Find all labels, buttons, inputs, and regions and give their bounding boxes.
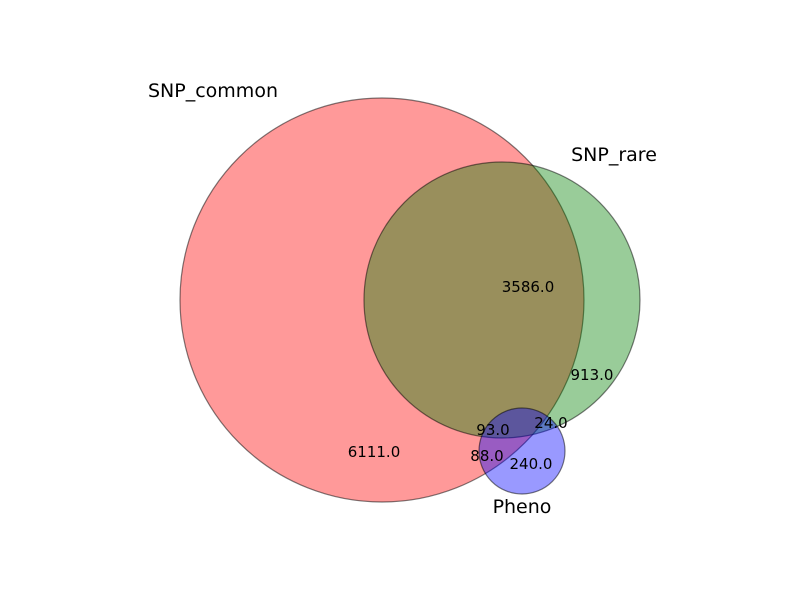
venn-circle-snp-common — [179, 97, 585, 503]
region-label-rare-only: 913.0 — [571, 366, 614, 384]
region-label-common-pheno: 88.0 — [470, 447, 503, 465]
set-label-snp-rare: SNP_rare — [571, 144, 657, 166]
venn-circle-pheno — [478, 407, 566, 495]
venn-circle-snp-rare — [363, 161, 641, 439]
set-label-snp-common: SNP_common — [148, 80, 278, 102]
region-label-common-only: 6111.0 — [348, 443, 401, 461]
region-label-common-rare: 3586.0 — [502, 278, 555, 296]
set-label-pheno: Pheno — [493, 496, 552, 518]
region-label-pheno-only: 240.0 — [510, 455, 553, 473]
region-label-all-three: 93.0 — [476, 421, 509, 439]
region-label-rare-pheno: 24.0 — [534, 414, 567, 432]
